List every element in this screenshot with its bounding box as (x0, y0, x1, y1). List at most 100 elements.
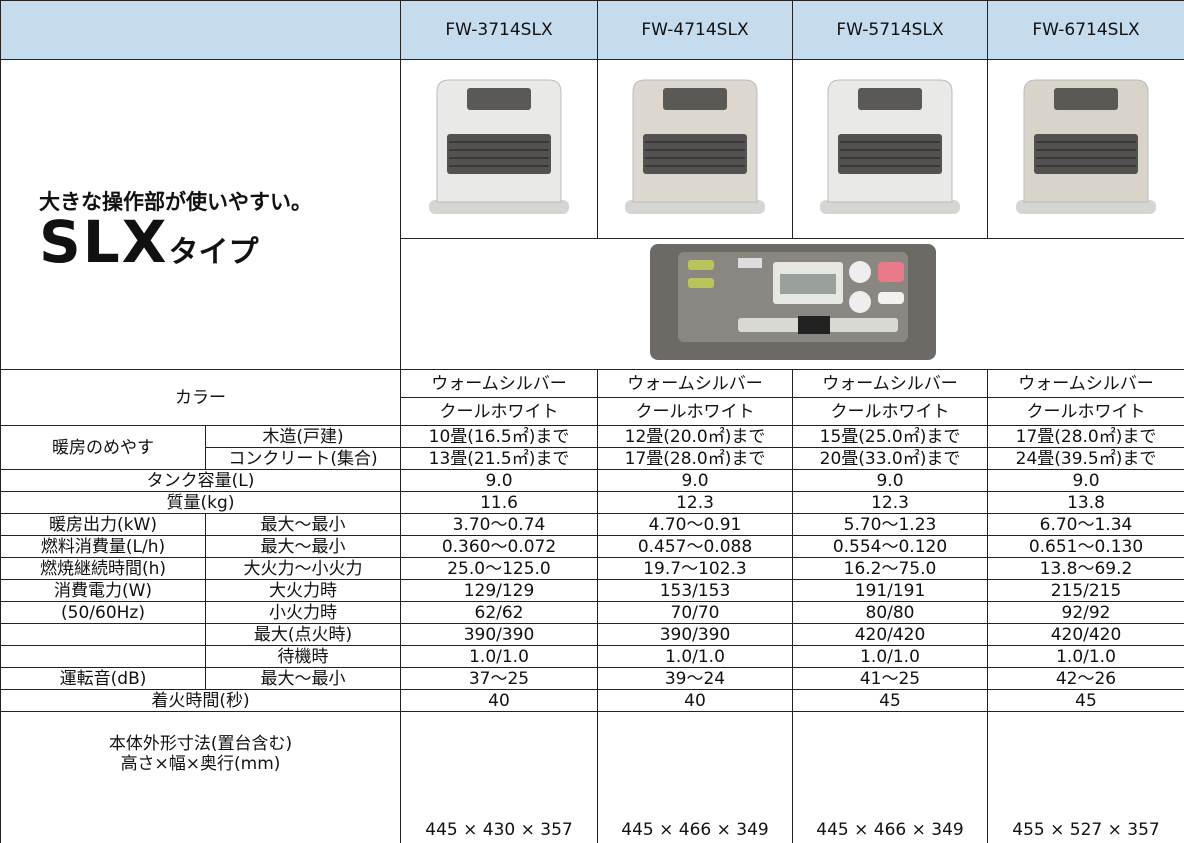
spec-value: 420/420 (987, 623, 1184, 646)
image-row: 大きな操作部が使いやすい。 SLXタイプ (0, 59, 1184, 370)
spec-value: 12.3 (597, 491, 793, 514)
spec-value: 40 (597, 689, 793, 712)
spec-sublabel: 最大～最小 (205, 535, 401, 558)
spec-sublabel: 大火力～小火力 (205, 557, 401, 580)
spec-value: 62/62 (400, 601, 598, 624)
spec-value: 12畳(20.0㎡)まで (597, 425, 793, 448)
spec-value: 1.0/1.0 (987, 645, 1184, 668)
spec-sublabel: 最大～最小 (205, 667, 401, 690)
spec-value: ウォームシルバー (987, 369, 1184, 398)
spec-value: 17畳(28.0㎡)まで (597, 447, 793, 470)
product-image-cell (987, 59, 1184, 239)
spec-value: 420/420 (792, 623, 988, 646)
spec-value: 11.6 (400, 491, 598, 514)
spec-sublabel: コンクリート(集合) (205, 447, 401, 470)
product-image-cell (597, 59, 793, 239)
tagline: 大きな操作部が使いやすい。 (39, 190, 312, 214)
spec-value: 10畳(16.5㎡)まで (400, 425, 598, 448)
model-name: FW-6714SLX (987, 0, 1184, 60)
spec-row: 最大(点火時) 390/390 390/390 420/420 420/420 (0, 623, 1184, 646)
spec-value: 445 × 430 × 357 (400, 711, 598, 843)
spec-value: 19.7～102.3 (597, 557, 793, 580)
spec-value: 390/390 (597, 623, 793, 646)
spec-value: 455 × 527 × 357 (987, 711, 1184, 843)
product-image-cell (400, 59, 598, 239)
spec-value: 42～26 (987, 667, 1184, 690)
spec-label-line: 本体外形寸法(置台含む) (108, 734, 293, 754)
spec-value: 9.0 (792, 469, 988, 492)
spec-sublabel: 小火力時 (205, 601, 401, 624)
spec-value: 5.70～1.23 (792, 513, 988, 536)
spec-value: 0.554～0.120 (792, 535, 988, 558)
spec-value: 9.0 (400, 469, 598, 492)
spec-row: 燃料消費量(L/h) 最大～最小 0.360～0.072 0.457～0.088 0.5… (0, 535, 1184, 558)
spec-sublabel: 木造(戸建) (205, 425, 401, 448)
spec-label: 質量(kg) (0, 491, 401, 514)
spec-label: 運転音(dB) (0, 667, 206, 690)
spec-value: クールホワイト (400, 397, 598, 426)
spec-value: 13.8～69.2 (987, 557, 1184, 580)
spec-row: (50/60Hz) 小火力時 62/62 70/70 80/80 92/92 (0, 601, 1184, 624)
product-image (1016, 79, 1156, 214)
intro-cell: 大きな操作部が使いやすい。 SLXタイプ (0, 59, 401, 370)
spec-value: 1.0/1.0 (597, 645, 793, 668)
model-name: FW-4714SLX (597, 0, 793, 60)
spec-label (0, 645, 206, 668)
spec-label: タンク容量(L) (0, 469, 401, 492)
spec-value: ウォームシルバー (400, 369, 598, 398)
spec-value: 45 (987, 689, 1184, 712)
spec-row: 待機時 1.0/1.0 1.0/1.0 1.0/1.0 1.0/1.0 (0, 645, 1184, 668)
spec-sublabel: 最大～最小 (205, 513, 401, 536)
spec-value: 16.2～75.0 (792, 557, 988, 580)
spec-value: 129/129 (400, 579, 598, 602)
spec-value: 80/80 (792, 601, 988, 624)
spec-value: 15畳(25.0㎡)まで (792, 425, 988, 448)
spec-value: 1.0/1.0 (400, 645, 598, 668)
series-suffix: タイプ (168, 235, 259, 270)
spec-value: 445 × 466 × 349 (597, 711, 793, 843)
spec-row: タンク容量(L) 9.0 9.0 9.0 9.0 (0, 469, 1184, 492)
spec-row: 本体外形寸法(置台含む) 高さ×幅×奥行(mm) 445 × 430 × 357 44… (0, 711, 1184, 843)
series-name: SLX (39, 208, 169, 276)
spec-value: ウォームシルバー (597, 369, 793, 398)
spec-label: 燃料消費量(L/h) (0, 535, 206, 558)
spec-label: 消費電力(W) (0, 579, 206, 602)
spec-value: 191/191 (792, 579, 988, 602)
spec-sublabel: 大火力時 (205, 579, 401, 602)
spec-value: 41～25 (792, 667, 988, 690)
product-image (625, 79, 765, 214)
spec-value: 9.0 (597, 469, 793, 492)
spec-value: 13.8 (987, 491, 1184, 514)
spec-row: 消費電力(W) 大火力時 129/129 153/153 191/191 215/215 (0, 579, 1184, 602)
spec-label (0, 623, 206, 646)
controller-image (649, 243, 936, 360)
spec-label: 燃焼継続時間(h) (0, 557, 206, 580)
spec-row: 着火時間(秒) 40 40 45 45 (0, 689, 1184, 712)
spec-value: 37～25 (400, 667, 598, 690)
spec-value: クールホワイト (987, 397, 1184, 426)
spec-value: 3.70～0.74 (400, 513, 598, 536)
spec-value: 45 (792, 689, 988, 712)
spec-value: クールホワイト (792, 397, 988, 426)
spec-label: (50/60Hz) (0, 601, 206, 624)
spec-label-line: 高さ×幅×奥行(mm) (120, 754, 281, 774)
spec-value: クールホワイト (597, 397, 793, 426)
spec-value: 39～24 (597, 667, 793, 690)
header-corner (0, 0, 401, 60)
spec-row: 質量(kg) 11.6 12.3 12.3 13.8 (0, 491, 1184, 514)
spec-value: 0.457～0.088 (597, 535, 793, 558)
spec-label: 暖房のめやす (0, 425, 206, 470)
product-image (429, 79, 569, 214)
spec-value: 445 × 466 × 349 (792, 711, 988, 843)
product-image-cell (792, 59, 988, 239)
spec-value: 92/92 (987, 601, 1184, 624)
spec-value: 1.0/1.0 (792, 645, 988, 668)
spec-value: 0.360～0.072 (400, 535, 598, 558)
spec-row: 運転音(dB) 最大～最小 37～25 39～24 41～25 42～26 (0, 667, 1184, 690)
spec-sublabel: 待機時 (205, 645, 401, 668)
spec-value: 215/215 (987, 579, 1184, 602)
spec-row: クールホワイト クールホワイト クールホワイト クールホワイト (1, 397, 1184, 426)
spec-value: 70/70 (597, 601, 793, 624)
